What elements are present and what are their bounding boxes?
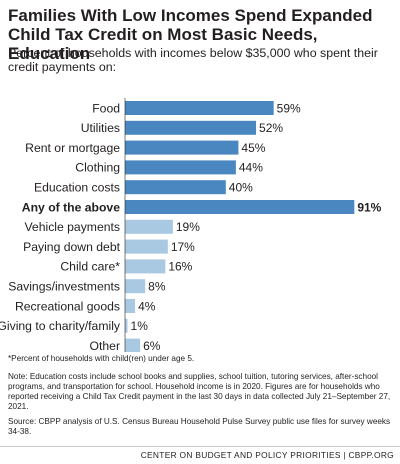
bar-savings-investments (125, 279, 146, 294)
category-label: Paying down debt (23, 240, 121, 254)
bar-child-care (125, 259, 166, 274)
bar-clothing (125, 160, 236, 175)
bar-utilities (125, 120, 257, 135)
bar-paying-down-debt (125, 239, 168, 254)
footer-divider (0, 446, 400, 447)
bar-any-of-the-above (125, 200, 355, 214)
bar-giving-to-charity-family (125, 318, 128, 333)
category-label: Other (90, 339, 120, 352)
category-label: Giving to charity/family (0, 319, 121, 333)
chart-subtitle: Percent of households with incomes below… (8, 46, 378, 74)
note: Note: Education costs include school boo… (8, 372, 391, 411)
chart-title: Families With Low Incomes Spend Expanded… (8, 6, 373, 63)
category-label: Recreational goods (15, 299, 120, 313)
footer-credit: CENTER ON BUDGET AND POLICY PRIORITIES |… (140, 450, 394, 460)
category-label: Food (92, 101, 120, 115)
bar-food (125, 101, 274, 115)
category-label: Vehicle payments (24, 220, 120, 234)
category-label: Rent or mortgage (25, 141, 120, 155)
value-label: 52% (259, 121, 283, 135)
category-label: Child care* (60, 260, 120, 274)
category-label: Any of the above (22, 200, 120, 214)
bar-other (125, 338, 141, 352)
category-label: Clothing (75, 161, 120, 175)
bar-chart: Food 59% Utilities 52% Rent or mortgage 45% Cl… (0, 98, 382, 352)
value-label: 4% (138, 299, 156, 313)
value-label: 45% (241, 141, 265, 155)
value-label: 40% (229, 181, 253, 195)
bar-education-costs (125, 180, 226, 195)
value-label: 44% (239, 161, 263, 175)
value-label: 6% (143, 339, 161, 352)
category-label: Education costs (34, 181, 120, 195)
value-label: 91% (357, 200, 381, 214)
bar-rent-or-mortgage (125, 140, 239, 155)
value-label: 59% (277, 101, 301, 115)
category-label: Savings/investments (8, 280, 120, 294)
value-label: 16% (168, 260, 192, 274)
value-label: 8% (148, 280, 166, 294)
bar-vehicle-payments (125, 219, 173, 234)
category-label: Utilities (81, 121, 120, 135)
value-label: 17% (171, 240, 195, 254)
footnote: *Percent of households with child(ren) u… (8, 354, 195, 363)
bar-recreational-goods (125, 299, 136, 313)
value-label: 19% (176, 220, 200, 234)
value-label: 1% (131, 319, 149, 333)
source: Source: CBPP analysis of U.S. Census Bur… (8, 417, 391, 436)
